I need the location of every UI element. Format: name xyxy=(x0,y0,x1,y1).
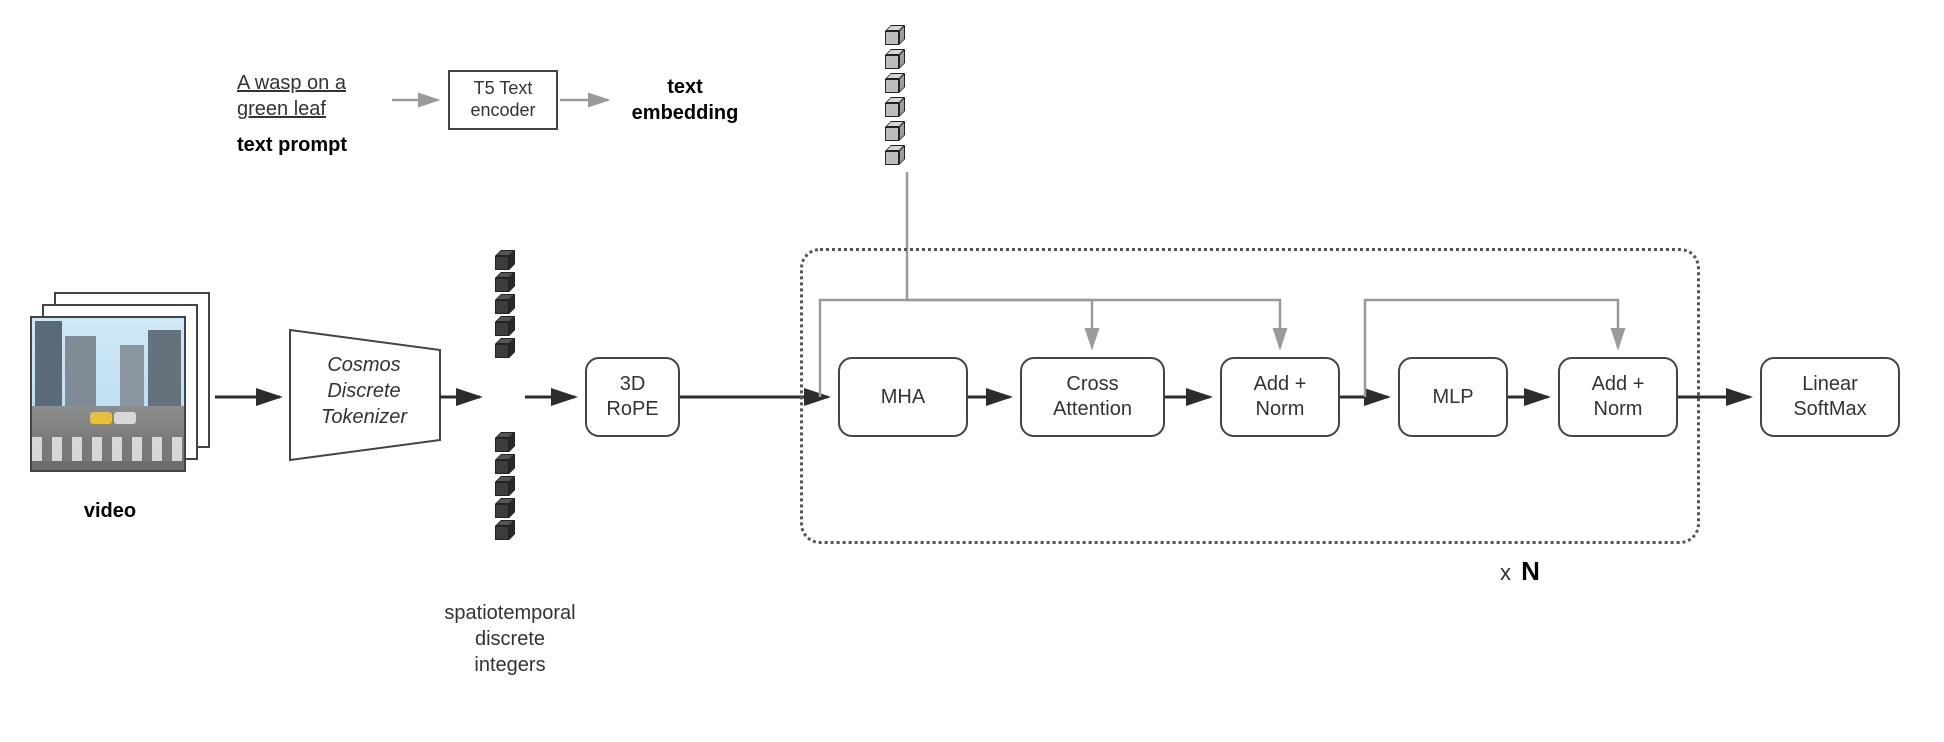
video-input xyxy=(30,292,210,472)
text-prompt-line1: A wasp on a xyxy=(237,72,346,94)
embedding-cubes xyxy=(885,25,915,175)
text-embedding-label: text embedding xyxy=(620,74,750,126)
repeat-n: N xyxy=(1521,556,1540,586)
mlp-block: MLP xyxy=(1398,357,1508,437)
repeat-count-label: x N xyxy=(1500,556,1540,587)
rope-block: 3D RoPE xyxy=(585,357,680,437)
t5-encoder-block: T5 Text encoder xyxy=(448,70,558,130)
text-prompt-caption: text prompt xyxy=(237,132,392,158)
linear-softmax-block: Linear SoftMax xyxy=(1760,357,1900,437)
text-prompt-line2: green leaf xyxy=(237,98,326,120)
cross-attention-block: Cross Attention xyxy=(1020,357,1165,437)
text-prompt: A wasp on a green leaf xyxy=(237,70,392,122)
mha-block: MHA xyxy=(838,357,968,437)
repeat-x: x xyxy=(1500,560,1511,585)
tokenizer-block: Cosmos Discrete Tokenizer xyxy=(300,352,428,430)
token-cubes-top xyxy=(495,250,525,370)
spatiotemporal-label: spatiotemporal discrete integers xyxy=(395,600,625,678)
add-norm-block-1: Add + Norm xyxy=(1220,357,1340,437)
video-label: video xyxy=(55,498,165,524)
token-cubes-bottom xyxy=(495,432,525,552)
add-norm-block-2: Add + Norm xyxy=(1558,357,1678,437)
